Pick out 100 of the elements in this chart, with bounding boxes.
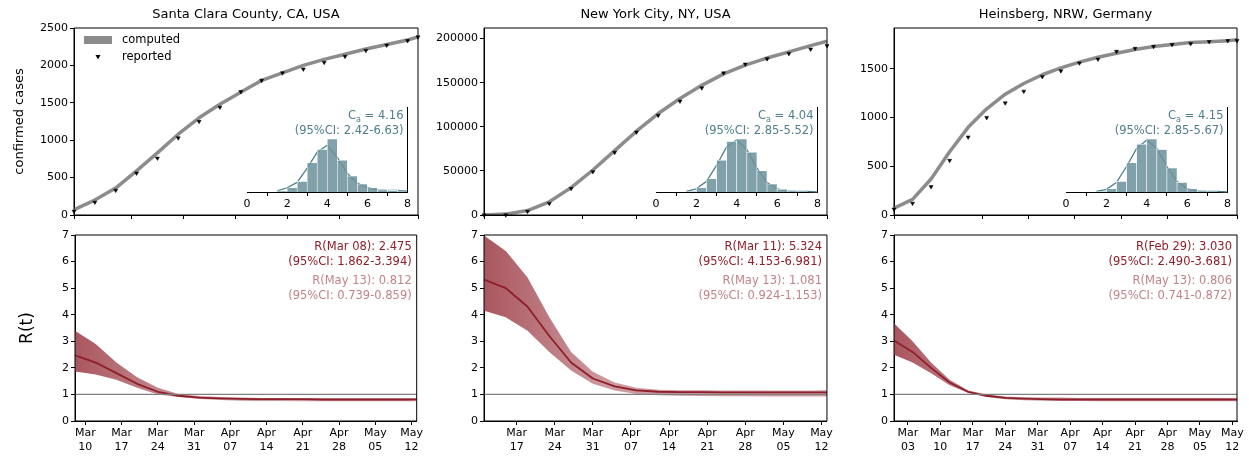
y-tick-label: 1000: [860, 110, 888, 124]
x-tick-label: Mar 10: [74, 426, 97, 453]
x-tick-label: Apr 28: [1157, 426, 1178, 453]
annotation: (95%CI: 4.153-6.981): [698, 253, 822, 268]
y-tick-label: 4: [881, 307, 888, 321]
y-tick-label: 2: [62, 360, 69, 374]
annotation: R(May 13): 1.081: [722, 272, 822, 287]
y-tick-label: 7: [471, 227, 478, 241]
y-tick-label: 0: [61, 207, 68, 221]
y-tick-label: 0: [881, 413, 888, 427]
annotation: R(Feb 29): 3.030: [1135, 238, 1233, 253]
x-tick-label: 2: [1102, 197, 1110, 211]
legend-label: computed: [122, 31, 181, 46]
y-tick-label: 5: [881, 281, 888, 294]
chart-title: Santa Clara County, CA, USA: [152, 5, 340, 21]
y-tick-label: 500: [867, 159, 888, 173]
x-tick-label: May 05: [1188, 426, 1212, 453]
y-tick-label: 1500: [40, 95, 68, 109]
y-axis-title: R(t): [16, 312, 37, 344]
x-tick-label: Mar 17: [962, 426, 984, 453]
y-tick-label: 1: [881, 387, 888, 401]
y-tick-label: 5: [62, 281, 69, 294]
y-axis-title: confirmed cases: [11, 68, 27, 175]
y-tick-label: 3: [881, 334, 888, 348]
chart-title: New York City, NY, USA: [580, 5, 731, 21]
y-tick-label: 2: [471, 360, 478, 374]
x-tick-label: Apr 14: [659, 426, 680, 453]
annotation: (95%CI: 2.490-3.681): [1108, 253, 1233, 268]
y-tick-label: 6: [62, 254, 69, 268]
y-tick-label: 3: [62, 334, 69, 348]
x-tick-label: 4: [1143, 197, 1151, 211]
x-tick-label: 8: [1224, 197, 1231, 211]
annotation: R(Mar 11): 5.324: [724, 238, 822, 253]
y-tick-label: 2000: [40, 58, 68, 72]
x-tick-label: Mar 24: [147, 426, 169, 453]
annotation: (95%CI: 1.862-3.394): [288, 253, 412, 268]
x-tick-label: Mar 17: [506, 426, 528, 453]
y-tick-label: 1: [471, 387, 478, 401]
y-tick-label: 6: [881, 254, 888, 268]
annotation: (95%CI: 2.85-5.67): [1114, 122, 1224, 137]
x-tick-label: 0: [652, 197, 660, 211]
x-tick-label: 6: [1183, 197, 1191, 211]
x-tick-label: Mar 03: [897, 426, 919, 453]
x-tick-label: May 05: [363, 426, 388, 453]
x-tick-label: 2: [692, 197, 700, 211]
x-tick-label: 6: [773, 197, 781, 211]
x-tick-label: Apr 21: [1125, 426, 1146, 453]
x-tick-label: Apr 07: [220, 426, 241, 453]
y-tick-label: 0: [471, 413, 478, 427]
y-tick-label: 0: [62, 413, 69, 427]
x-tick-label: May 12: [400, 426, 424, 453]
annotation: (95%CI: 2.42-6.63): [294, 122, 404, 137]
x-tick-label: Mar 17: [111, 426, 133, 453]
x-tick-label: Apr 07: [1060, 426, 1081, 453]
y-tick-label: 0: [471, 207, 478, 221]
y-tick-label: 2: [881, 360, 888, 374]
x-tick-label: May 12: [810, 426, 834, 453]
x-tick-label: Apr 14: [1093, 426, 1113, 453]
y-tick-label: 0: [881, 207, 888, 221]
x-tick-label: 4: [733, 197, 741, 211]
y-tick-label: 6: [471, 254, 478, 268]
y-tick-label: 7: [62, 227, 69, 241]
x-tick-label: Mar 24: [994, 426, 1017, 453]
y-tick-label: 1500: [860, 61, 888, 75]
y-tick-label: 3: [471, 334, 478, 348]
y-tick-label: 500: [47, 170, 68, 184]
x-tick-label: Mar 31: [183, 426, 205, 453]
annotation: R(Mar 08): 2.475: [314, 238, 412, 253]
x-tick-label: 6: [363, 197, 371, 211]
x-tick-label: Mar 24: [544, 426, 566, 453]
chart-title: Heinsberg, NRW, Germany: [978, 5, 1153, 21]
x-tick-label: Apr 07: [621, 426, 641, 453]
annotation: R(May 13): 0.806: [1132, 272, 1232, 287]
x-tick-label: Mar 31: [1027, 426, 1049, 453]
annotation: (95%CI: 0.924-1.153): [698, 287, 822, 302]
annotation: (95%CI: 0.739-0.859): [288, 287, 412, 302]
y-tick-label: 7: [881, 227, 888, 241]
y-tick-label: 50000: [443, 163, 478, 177]
annotation: (95%CI: 2.85-5.52): [704, 122, 814, 137]
x-tick-label: 4: [323, 197, 331, 211]
y-tick-label: 2500: [40, 20, 68, 34]
x-tick-label: 0: [243, 197, 251, 211]
x-tick-label: 8: [814, 197, 821, 211]
x-tick-label: 2: [283, 197, 291, 211]
x-tick-label: Apr 28: [735, 426, 756, 453]
x-tick-label: Apr 14: [257, 426, 277, 453]
legend-label: reported: [122, 48, 172, 63]
x-tick-label: Mar 31: [582, 426, 604, 453]
x-tick-label: Mar 10: [929, 426, 952, 453]
x-tick-label: 8: [404, 197, 411, 211]
x-tick-label: May 05: [772, 426, 796, 453]
x-tick-label: Apr 21: [293, 426, 313, 453]
y-tick-label: 150000: [436, 75, 478, 89]
y-tick-label: 4: [62, 307, 69, 321]
x-tick-label: Apr 28: [329, 426, 350, 453]
annotation: R(May 13): 0.812: [312, 272, 412, 287]
y-tick-label: 4: [471, 307, 478, 321]
y-tick-label: 1000: [40, 133, 68, 147]
y-tick-label: 200000: [436, 31, 478, 45]
y-tick-label: 100000: [436, 119, 478, 133]
